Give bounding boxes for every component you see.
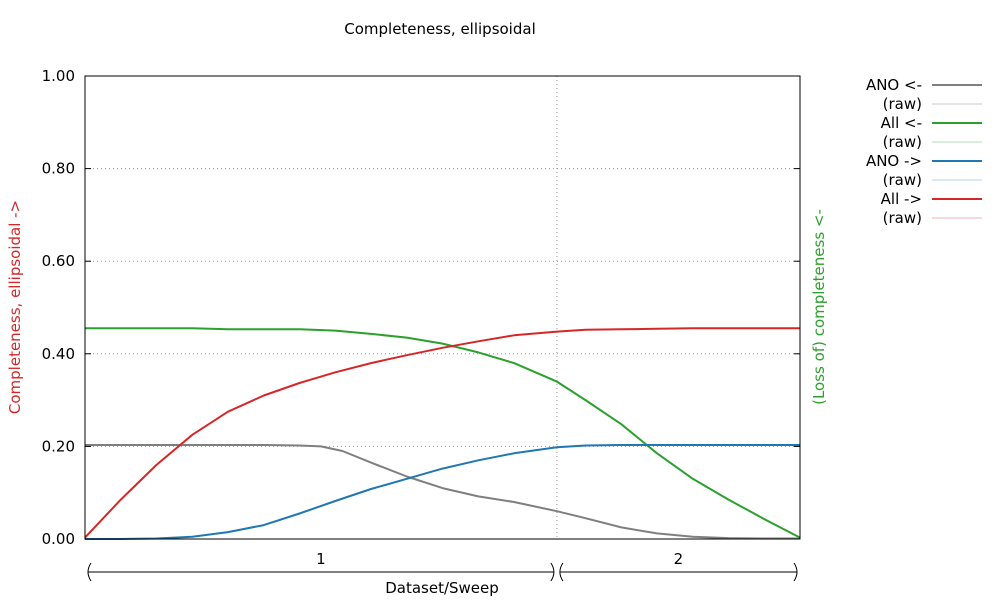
- legend-label: All ->: [881, 190, 922, 208]
- dataset-label: 2: [674, 550, 684, 568]
- y-axis-ticks: 0.00 0.20 0.40 0.60 0.80 1.00: [42, 67, 800, 548]
- plot-frame: [84, 75, 801, 540]
- series-raw-ano: [85, 444, 800, 539]
- y-tick-label: 0.20: [42, 437, 75, 455]
- legend-raw-label: (raw): [883, 209, 922, 227]
- dataset-bracket-left: [87, 562, 92, 582]
- y-tick-label: 1.00: [42, 67, 75, 85]
- x-axis-label: Dataset/Sweep: [385, 579, 499, 597]
- series-line-all: [84, 327, 800, 539]
- series-line-all: [85, 327, 801, 539]
- series-line-ano: [85, 444, 800, 540]
- dataset-bracket-right: [793, 562, 798, 582]
- series-raw-all: [84, 327, 800, 538]
- legend-label: ANO ->: [866, 152, 922, 170]
- legend-raw-label: (raw): [883, 171, 922, 189]
- series-line-ano: [85, 444, 800, 540]
- chart-title: Completeness, ellipsoidal: [344, 20, 535, 38]
- y-tick-label: 0.40: [42, 345, 75, 363]
- legend-raw-label: (raw): [883, 133, 922, 151]
- legend: ANO <-(raw)All <-(raw)ANO ->(raw)All ->(…: [866, 76, 982, 227]
- series-raw-ano: [85, 444, 800, 540]
- y-axis-label-left: Completeness, ellipsoidal ->: [6, 200, 24, 414]
- y-tick-label: 0.00: [42, 530, 75, 548]
- legend-label: All <-: [881, 114, 922, 132]
- y-axis-label-right: (Loss of) completeness <-: [810, 209, 828, 405]
- series-lines: [84, 327, 801, 540]
- legend-raw-label: (raw): [883, 95, 922, 113]
- y-tick-label: 0.80: [42, 160, 75, 178]
- legend-label: ANO <-: [866, 76, 922, 94]
- dataset-label: 1: [316, 550, 326, 568]
- y-tick-label: 0.60: [42, 252, 75, 270]
- dataset-bracket-left: [559, 562, 564, 582]
- dataset-bracket-right: [550, 562, 555, 582]
- series-raw-all: [85, 327, 801, 539]
